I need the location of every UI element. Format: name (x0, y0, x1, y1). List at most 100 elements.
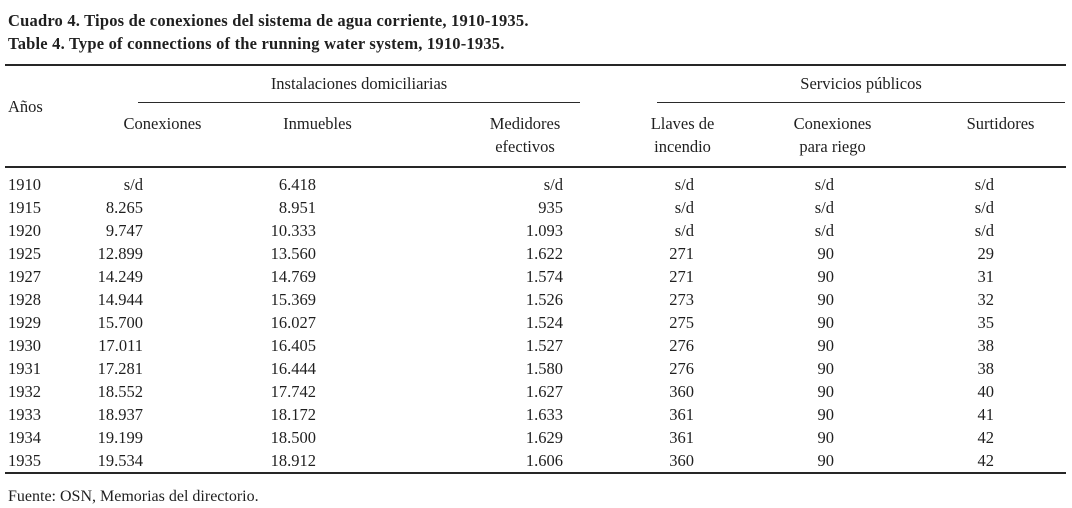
cell-riego: s/d (814, 175, 835, 194)
cell-inmuebles: 17.742 (270, 382, 316, 401)
table-row: 1920 9.747 10.333 1.093 s/d s/d s/d (5, 219, 1066, 242)
table-row: 1928 14.944 15.369 1.526 273 90 32 (5, 288, 1066, 311)
cell-conexiones: 19.199 (97, 428, 143, 447)
cell-surtidores: s/d (974, 221, 995, 240)
cell-surtidores: 31 (977, 267, 995, 286)
cell-year: 1935 (8, 451, 41, 470)
cell-medidores: 1.093 (525, 221, 564, 240)
cell-conexiones: 19.534 (97, 451, 143, 470)
table-row: 1927 14.249 14.769 1.574 271 90 31 (5, 265, 1066, 288)
cell-llaves: 361 (669, 405, 695, 424)
cell-surtidores: 40 (977, 382, 995, 401)
table-row: 1915 8.265 8.951 935 s/d s/d s/d (5, 196, 1066, 219)
cell-inmuebles: 18.172 (270, 405, 316, 424)
cell-riego: s/d (814, 221, 835, 240)
cell-inmuebles: 16.405 (270, 336, 316, 355)
cell-surtidores: s/d (974, 198, 995, 217)
cell-riego: 90 (817, 428, 835, 447)
cell-medidores: 1.580 (525, 359, 564, 378)
cell-inmuebles: 16.027 (270, 313, 316, 332)
column-header-anos: Años (8, 97, 43, 116)
cell-llaves: s/d (674, 175, 695, 194)
cell-conexiones: 17.281 (97, 359, 143, 378)
cell-riego: s/d (814, 198, 835, 217)
cell-conexiones: 14.249 (97, 267, 143, 286)
column-header-conexiones-para-riego: Conexiones para riego (793, 114, 872, 156)
cell-riego: 90 (817, 336, 835, 355)
cell-surtidores: 32 (977, 290, 995, 309)
cell-riego: 90 (817, 244, 835, 263)
cell-medidores: 1.524 (525, 313, 564, 332)
cell-year: 1933 (8, 405, 41, 424)
cell-surtidores: 42 (977, 428, 995, 447)
cell-riego: 90 (817, 313, 835, 332)
table-body: 1910 s/d 6.418 s/d s/d s/d s/d 1915 8.265 8.951 93… (5, 167, 1066, 473)
source-note: Fuente: OSN, Memorias del directorio. (8, 488, 259, 505)
cell-inmuebles: 15.369 (270, 290, 316, 309)
cell-conexiones: 18.937 (97, 405, 143, 424)
cell-medidores: 1.629 (525, 428, 564, 447)
table-row: 1910 s/d 6.418 s/d s/d s/d s/d (5, 167, 1066, 196)
cell-year: 1929 (8, 313, 41, 332)
cell-medidores: 1.627 (525, 382, 564, 401)
column-group-servicios-publicos: Servicios públicos (625, 65, 1066, 103)
cell-year: 1930 (8, 336, 41, 355)
group-label-servicios: Servicios públicos (657, 72, 1066, 103)
cell-inmuebles: 13.560 (270, 244, 316, 263)
column-header-llaves-de-incendio: Llaves de incendio (650, 114, 715, 156)
table-row: 1935 19.534 18.912 1.606 360 90 42 (5, 449, 1066, 473)
table-row: 1934 19.199 18.500 1.629 361 90 42 (5, 426, 1066, 449)
cell-year: 1932 (8, 382, 41, 401)
cell-surtidores: 29 (977, 244, 995, 263)
cell-medidores: 1.527 (525, 336, 564, 355)
cell-medidores: 1.622 (525, 244, 564, 263)
cell-llaves: 360 (669, 451, 695, 470)
column-header-surtidores: Surtidores (966, 114, 1035, 133)
cell-medidores: 1.574 (525, 267, 564, 286)
cell-inmuebles: 10.333 (270, 221, 316, 240)
column-header-conexiones: Conexiones (123, 114, 202, 133)
cell-inmuebles: 6.418 (278, 175, 316, 194)
cell-inmuebles: 14.769 (270, 267, 316, 286)
cell-llaves: 276 (669, 336, 695, 355)
cell-surtidores: s/d (974, 175, 995, 194)
cell-riego: 90 (817, 405, 835, 424)
cell-year: 1931 (8, 359, 41, 378)
cell-medidores: 1.526 (525, 290, 564, 309)
cell-llaves: 271 (669, 267, 695, 286)
cell-inmuebles: 16.444 (270, 359, 316, 378)
table-row: 1933 18.937 18.172 1.633 361 90 41 (5, 403, 1066, 426)
cell-llaves: 360 (669, 382, 695, 401)
cell-surtidores: 38 (977, 336, 995, 355)
cell-year: 1920 (8, 221, 41, 240)
table-row: 1931 17.281 16.444 1.580 276 90 38 (5, 357, 1066, 380)
cell-conexiones: 9.747 (105, 221, 143, 240)
cell-year: 1934 (8, 428, 41, 447)
cell-year: 1915 (8, 198, 41, 217)
cell-llaves: s/d (674, 198, 695, 217)
cell-llaves: s/d (674, 221, 695, 240)
column-header-medidores-efectivos: Medidores efectivos (489, 114, 561, 156)
cell-conexiones: 8.265 (105, 198, 143, 217)
cell-conexiones: 15.700 (97, 313, 143, 332)
cell-riego: 90 (817, 382, 835, 401)
cell-inmuebles: 8.951 (278, 198, 316, 217)
cell-medidores: s/d (543, 175, 564, 194)
cell-llaves: 271 (669, 244, 695, 263)
cell-year: 1910 (8, 175, 41, 194)
cell-year: 1925 (8, 244, 41, 263)
cell-surtidores: 38 (977, 359, 995, 378)
cell-riego: 90 (817, 290, 835, 309)
cell-year: 1928 (8, 290, 41, 309)
cell-surtidores: 42 (977, 451, 995, 470)
cell-conexiones: 12.899 (97, 244, 143, 263)
table-caption-english: Table 4. Type of connections of the runn… (8, 34, 505, 53)
cell-conexiones: s/d (123, 175, 143, 194)
cell-year: 1927 (8, 267, 41, 286)
table-caption-spanish: Cuadro 4. Tipos de conexiones del sistem… (8, 11, 529, 30)
column-header-inmuebles: Inmuebles (283, 114, 352, 133)
cell-medidores: 935 (538, 198, 564, 217)
cell-llaves: 275 (669, 313, 695, 332)
cell-medidores: 1.633 (525, 405, 564, 424)
